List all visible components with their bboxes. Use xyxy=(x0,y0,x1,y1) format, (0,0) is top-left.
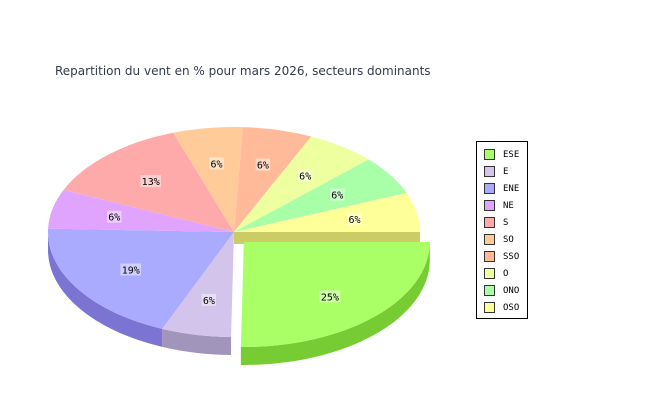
slice-side-ese xyxy=(240,241,430,365)
pie-sides xyxy=(48,232,430,365)
slice-label-so: 6% xyxy=(211,159,223,170)
legend-item-o: O xyxy=(477,265,527,282)
legend-label-e: E xyxy=(503,166,509,177)
legend-swatch-ne xyxy=(484,200,495,211)
legend-label-oso: OSO xyxy=(503,302,520,313)
slice-e xyxy=(162,232,234,337)
slice-o xyxy=(234,136,369,232)
pie-slices xyxy=(47,127,430,347)
slice-side-ene xyxy=(48,232,163,347)
slice-s xyxy=(63,132,235,232)
legend-swatch-ono xyxy=(484,285,495,296)
slice-face-oso xyxy=(234,232,420,244)
legend-item-ese: ESE xyxy=(477,146,527,163)
legend-item-ono: ONO xyxy=(477,282,527,299)
slice-ne xyxy=(48,189,234,232)
slice-label-e: 6% xyxy=(203,296,215,307)
legend-label-sso: SSO xyxy=(503,251,520,262)
slice-label-bg-sso xyxy=(255,158,271,171)
legend-label-ene: ENE xyxy=(503,183,520,194)
legend-label-ese: ESE xyxy=(503,149,520,160)
slice-label-ene: 19% xyxy=(122,265,140,276)
legend-item-so: SO xyxy=(477,231,527,248)
slice-ese xyxy=(240,241,430,347)
slice-label-o: 6% xyxy=(299,172,311,183)
slice-label-ono: 6% xyxy=(331,191,343,202)
chart-title: Repartition du vent en % pour mars 2026,… xyxy=(55,64,431,78)
slice-side-e xyxy=(162,328,232,355)
legend-item-s: S xyxy=(477,214,527,231)
slice-label-bg-so xyxy=(209,157,224,170)
slice-label-bg-s xyxy=(140,175,162,188)
slice-so xyxy=(173,127,243,232)
legend-label-s: S xyxy=(503,217,509,228)
slice-sso xyxy=(234,127,312,232)
slice-label-bg-ene xyxy=(120,263,142,276)
legend-item-ne: NE xyxy=(477,197,527,214)
legend-swatch-s xyxy=(484,217,495,228)
legend-swatch-oso xyxy=(484,302,495,313)
legend-item-sso: SSO xyxy=(477,248,527,265)
slice-label-ne: 6% xyxy=(108,213,120,224)
legend-swatch-ene xyxy=(484,183,495,194)
legend: ESE E ENE NE S SO SSO O ONO OSO xyxy=(476,141,528,319)
legend-item-ene: ENE xyxy=(477,180,527,197)
legend-swatch-o xyxy=(484,268,495,279)
legend-swatch-so xyxy=(484,234,495,245)
slice-oso xyxy=(234,192,420,232)
legend-label-so: SO xyxy=(503,234,514,245)
legend-swatch-e xyxy=(484,166,495,177)
legend-label-ne: NE xyxy=(503,200,514,211)
slice-label-bg-oso xyxy=(347,212,362,225)
legend-label-o: O xyxy=(503,268,509,279)
pie-labels: 25% 6% 19% 6% 13% 6% 6% 6% 6% 6% xyxy=(107,157,362,307)
slice-label-ese: 25% xyxy=(321,292,339,303)
legend-swatch-ese xyxy=(484,149,495,160)
slice-label-bg-ne xyxy=(107,210,122,223)
slice-label-bg-ono xyxy=(330,188,345,201)
legend-label-ono: ONO xyxy=(503,285,520,296)
slice-ono xyxy=(234,159,407,232)
slice-label-bg-o xyxy=(298,169,313,182)
slice-ene xyxy=(47,228,235,329)
slice-label-oso: 6% xyxy=(349,215,361,226)
legend-swatch-sso xyxy=(484,251,495,262)
slice-label-bg-e xyxy=(201,293,217,306)
slice-label-s: 13% xyxy=(142,177,160,188)
slice-label-bg-ese xyxy=(319,290,341,303)
legend-item-oso: OSO xyxy=(477,299,527,316)
legend-item-e: E xyxy=(477,163,527,180)
slice-label-sso: 6% xyxy=(257,161,269,172)
